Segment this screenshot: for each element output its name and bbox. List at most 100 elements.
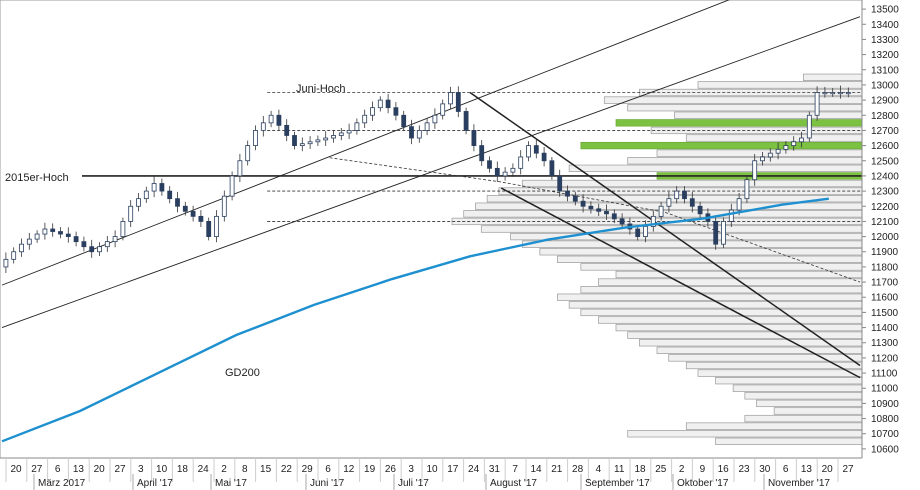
- candle-body: [19, 243, 24, 253]
- profile-bar: [668, 354, 863, 362]
- candle-body: [401, 114, 407, 128]
- candle-body: [767, 152, 773, 158]
- profile-bar: [615, 119, 863, 127]
- candle-body: [565, 190, 570, 197]
- profile-bar: [697, 369, 863, 377]
- profile-bar: [521, 179, 863, 188]
- profile-bar: [697, 81, 863, 89]
- candle-body: [159, 183, 165, 192]
- candle-body: [151, 183, 157, 192]
- candle-body: [409, 126, 414, 139]
- candle-body: [783, 145, 789, 150]
- profile-bar: [656, 149, 863, 157]
- gd200-line: [1, 197, 829, 443]
- x-day-label: 27: [31, 464, 43, 475]
- y-tick-label: 11500: [871, 308, 899, 319]
- x-day-label: 20: [94, 464, 106, 475]
- candle-body: [120, 221, 126, 237]
- candle-body: [175, 198, 180, 207]
- candle-body: [260, 122, 266, 131]
- x-day-label: 23: [738, 464, 750, 475]
- candle-body: [26, 238, 32, 245]
- profile-bar: [521, 240, 863, 248]
- profile-bar: [627, 331, 863, 339]
- x-month-label: Juni '17: [310, 478, 345, 489]
- candle-body: [557, 175, 563, 192]
- candle-body: [463, 111, 469, 131]
- candle-body: [416, 130, 422, 139]
- candle-body: [315, 139, 321, 143]
- x-day-label: 31: [489, 464, 501, 475]
- y-tick-label: 12100: [871, 217, 899, 228]
- candle-body: [580, 200, 586, 207]
- x-day-label: 13: [801, 464, 813, 475]
- candle-body: [34, 233, 40, 240]
- profile-bar: [803, 73, 863, 81]
- y-tick-label: 13100: [871, 65, 899, 76]
- candle-body: [323, 137, 329, 141]
- candle-body: [596, 208, 602, 212]
- profile-bar: [685, 422, 863, 430]
- profile-bar: [568, 164, 863, 172]
- profile-bar: [580, 141, 863, 150]
- candle-body: [112, 236, 118, 243]
- candle-body: [338, 132, 344, 136]
- y-tick-label: 11600: [871, 293, 899, 304]
- y-tick-label: 13400: [871, 20, 899, 31]
- profile-bar: [715, 437, 863, 445]
- candle-body: [448, 92, 453, 105]
- profile-bar: [580, 308, 863, 317]
- candle-body: [697, 205, 703, 215]
- x-day-label: 10: [426, 464, 438, 475]
- candle-body: [479, 145, 485, 162]
- x-day-label: 17: [447, 464, 459, 475]
- candle-body: [167, 190, 173, 200]
- y-tick-label: 13200: [871, 50, 899, 61]
- candle-body: [588, 205, 594, 210]
- profile-bar: [615, 270, 863, 279]
- candle-body: [845, 92, 851, 95]
- x-day-label: 28: [572, 464, 584, 475]
- x-month-label: März 2017: [38, 478, 86, 489]
- y-tick-label: 11800: [871, 262, 899, 273]
- y-tick-label: 11200: [871, 353, 899, 364]
- y-tick-label: 10700: [871, 429, 899, 440]
- x-axis: 20 27 6 13 20 27 3 10 18 24 2 8 15 22 29 6 12 19 26 3 10 17 24…: [0, 457, 862, 490]
- candle-body: [721, 221, 726, 245]
- profile-bar: [627, 104, 863, 112]
- trend-line: [469, 91, 861, 367]
- candle-body: [65, 233, 71, 237]
- x-day-label: 20: [10, 464, 22, 475]
- candle-body: [143, 190, 149, 200]
- x-day-label: 20: [822, 464, 834, 475]
- y-tick-label: 11400: [871, 323, 899, 334]
- x-day-label: 8: [242, 464, 248, 475]
- candle-body: [42, 228, 48, 235]
- candle-body: [736, 198, 742, 211]
- x-day-label: 11: [614, 464, 625, 475]
- x-day-label: 24: [198, 464, 210, 475]
- profile-bar: [557, 255, 863, 263]
- gd200-polyline: [1, 197, 829, 443]
- gd200-label: GD200: [225, 367, 260, 379]
- profile-bar: [627, 430, 863, 438]
- y-tick-label: 11700: [871, 278, 899, 289]
- x-day-label: 15: [260, 464, 272, 475]
- candle-body: [814, 92, 820, 116]
- x-day-label: 13: [73, 464, 85, 475]
- x-day-label: 6: [55, 464, 61, 475]
- x-day-label: 7: [512, 464, 518, 475]
- y-tick-label: 12200: [871, 202, 899, 213]
- candle-body: [3, 258, 9, 268]
- x-day-label: 30: [759, 464, 771, 475]
- profile-bar: [732, 384, 863, 392]
- hoch-2015-label: 2015er-Hoch: [5, 172, 69, 184]
- candle-body: [658, 205, 664, 217]
- profile-bar: [715, 377, 863, 385]
- candle-body: [643, 226, 648, 237]
- candle-body: [760, 156, 765, 162]
- candle-body: [502, 171, 508, 177]
- candle-body: [619, 218, 625, 225]
- candle-body: [253, 130, 258, 146]
- y-tick-label: 12400: [871, 171, 899, 182]
